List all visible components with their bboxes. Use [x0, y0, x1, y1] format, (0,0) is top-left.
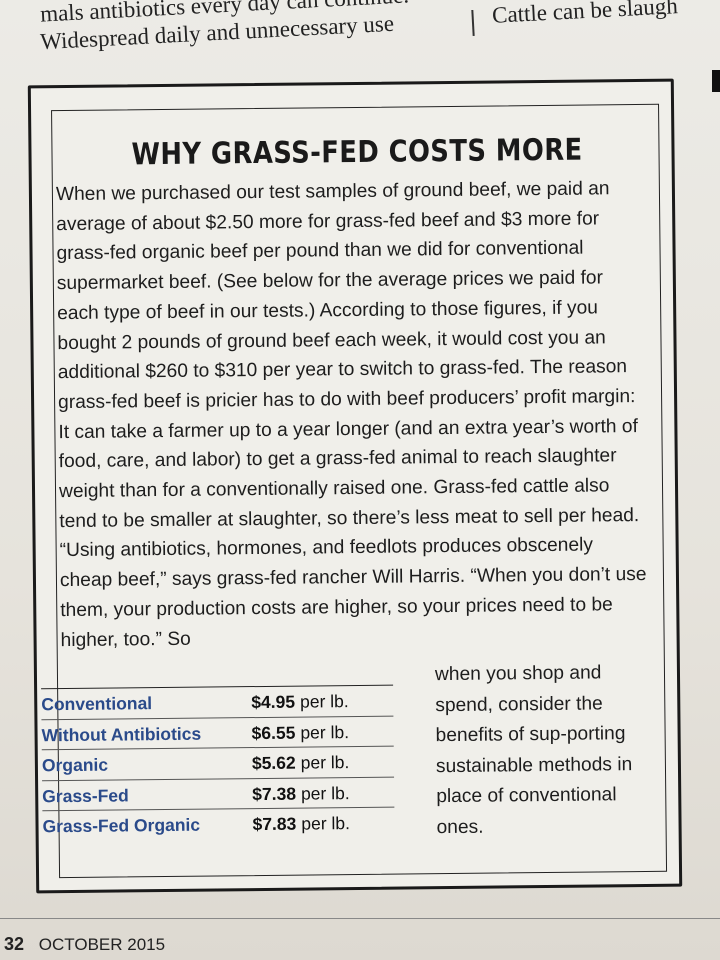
- sidebar-box: WHY GRASS-FED COSTS MORE When we purchas…: [27, 78, 683, 894]
- price-unit: per lb.: [300, 752, 350, 773]
- price-value: $6.55: [251, 722, 296, 743]
- price-unit: per lb.: [300, 782, 350, 804]
- price-row: Conventional $4.95 per lb.: [41, 685, 394, 720]
- price-unit: per lb.: [301, 813, 351, 834]
- page-number: 32: [4, 934, 25, 954]
- price-category: Conventional: [41, 693, 153, 715]
- sidebar-body-paragraph: When we purchased our test samples of gr…: [55, 178, 647, 651]
- previous-article-text: mals antibiotics every day can continue.…: [0, 0, 720, 70]
- top-line-3: Cattle can be slaugh: [491, 0, 679, 28]
- price-value: $7.38: [252, 783, 297, 804]
- price-unit: per lb.: [300, 721, 350, 743]
- price-table: Conventional $4.95 per lb. Without Antib…: [41, 684, 395, 842]
- sidebar-body: When we purchased our test samples of gr…: [56, 174, 651, 655]
- sidebar-headline: WHY GRASS-FED COSTS MORE: [131, 132, 583, 173]
- edge-mark: [712, 70, 720, 92]
- price-value: $7.83: [252, 813, 297, 835]
- issue-date: OCTOBER 2015: [38, 935, 166, 954]
- price-category: Without Antibiotics: [41, 723, 202, 745]
- price-row: Grass-Fed Organic $7.83 per lb.: [42, 808, 394, 842]
- price-category: Organic: [41, 754, 109, 776]
- price-value: $5.62: [251, 752, 296, 774]
- footer-rule: [0, 918, 720, 919]
- price-category: Grass-Fed Organic: [42, 814, 201, 837]
- price-row: Grass-Fed $7.38 per lb.: [42, 777, 395, 812]
- sidebar-closing-column: when you shop and spend, consider the be…: [434, 662, 633, 838]
- page-footer: 32 OCTOBER 2015: [4, 934, 165, 955]
- price-value: $4.95: [251, 691, 296, 713]
- price-unit: per lb.: [299, 691, 349, 712]
- price-category: Grass-Fed: [42, 784, 129, 806]
- price-row: Without Antibiotics $6.55 per lb.: [41, 716, 394, 751]
- price-row: Organic $5.62 per lb.: [41, 746, 395, 781]
- column-divider: [471, 9, 475, 37]
